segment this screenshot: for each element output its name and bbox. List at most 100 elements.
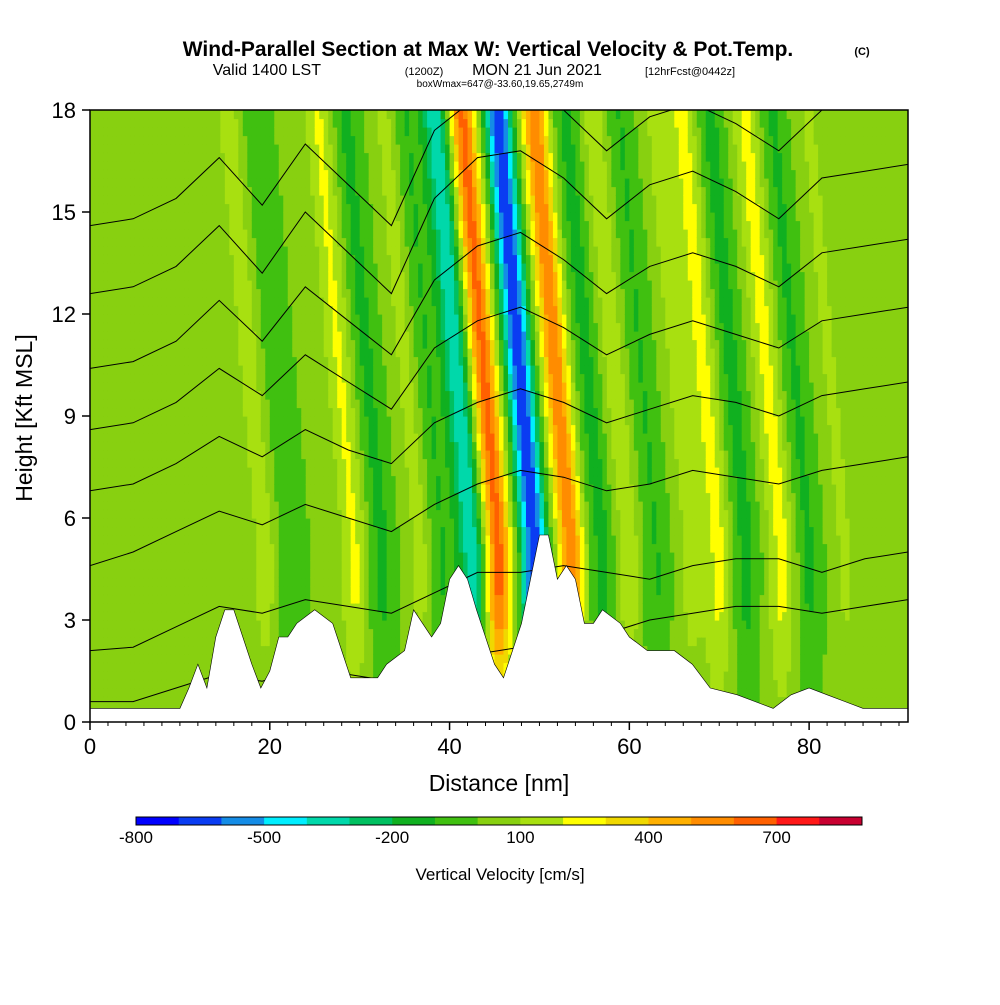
velocity-cell xyxy=(305,535,311,545)
velocity-cell xyxy=(260,509,266,519)
velocity-cell xyxy=(305,169,311,179)
velocity-cell xyxy=(341,169,347,179)
velocity-cell xyxy=(256,161,262,171)
velocity-cell xyxy=(125,543,132,553)
velocity-cell xyxy=(319,399,325,409)
velocity-cell xyxy=(314,373,320,383)
velocity-cell xyxy=(229,450,235,460)
velocity-cell xyxy=(134,611,141,621)
velocity-cell xyxy=(346,577,352,587)
velocity-cell xyxy=(233,373,239,383)
velocity-cell xyxy=(211,280,217,290)
velocity-cell xyxy=(283,229,289,239)
velocity-cell xyxy=(197,407,203,417)
velocity-cell xyxy=(161,135,167,145)
velocity-cell xyxy=(166,569,172,579)
velocity-cell xyxy=(121,433,127,443)
velocity-cell xyxy=(197,594,203,604)
velocity-cell xyxy=(125,637,132,647)
velocity-cell xyxy=(130,594,136,604)
velocity-cell xyxy=(256,577,262,587)
velocity-cell xyxy=(94,110,100,120)
velocity-cell xyxy=(107,475,114,485)
velocity-cell xyxy=(134,441,141,451)
velocity-cell xyxy=(386,263,392,273)
velocity-cell xyxy=(251,305,257,315)
velocity-cell xyxy=(161,203,167,213)
velocity-cell xyxy=(152,212,159,222)
velocity-cell xyxy=(134,475,141,485)
velocity-cell xyxy=(251,186,257,196)
velocity-cell xyxy=(184,203,190,213)
velocity-cell xyxy=(148,484,154,494)
velocity-cell xyxy=(202,594,208,604)
velocity-cell xyxy=(206,586,212,596)
velocity-cell xyxy=(125,611,132,621)
velocity-cell xyxy=(157,441,163,451)
velocity-cell xyxy=(121,509,127,519)
velocity-cell xyxy=(166,518,172,528)
velocity-cell xyxy=(175,662,181,672)
velocity-cell xyxy=(251,620,257,630)
velocity-cell xyxy=(319,484,325,494)
velocity-cell xyxy=(251,526,257,536)
velocity-cell xyxy=(314,110,320,120)
velocity-cell xyxy=(301,526,307,536)
velocity-cell xyxy=(130,509,136,519)
velocity-cell xyxy=(319,322,325,332)
velocity-cell xyxy=(319,603,325,613)
velocity-cell xyxy=(170,424,176,434)
velocity-cell xyxy=(337,424,343,434)
velocity-cell xyxy=(116,654,123,664)
velocity-cell xyxy=(188,441,194,451)
velocity-cell xyxy=(395,390,401,400)
velocity-cell xyxy=(224,263,230,273)
velocity-cell xyxy=(328,229,334,239)
velocity-cell xyxy=(103,118,109,128)
velocity-cell xyxy=(206,254,212,264)
velocity-cell xyxy=(103,390,109,400)
velocity-cell xyxy=(368,339,374,349)
velocity-cell xyxy=(116,195,123,205)
velocity-cell xyxy=(359,237,365,247)
velocity-cell xyxy=(233,314,239,324)
velocity-cell xyxy=(251,569,257,579)
velocity-cell xyxy=(143,416,150,426)
velocity-cell xyxy=(364,603,370,613)
velocity-cell xyxy=(179,620,185,630)
velocity-cell xyxy=(179,577,185,587)
velocity-cell xyxy=(188,399,194,409)
velocity-cell xyxy=(310,237,316,247)
velocity-cell xyxy=(314,535,320,545)
velocity-cell xyxy=(193,654,199,664)
velocity-cell xyxy=(251,467,257,477)
velocity-cell xyxy=(125,348,132,358)
velocity-cell xyxy=(125,399,132,409)
velocity-cell xyxy=(116,399,123,409)
velocity-cell xyxy=(143,339,150,349)
velocity-cell xyxy=(256,365,262,375)
velocity-cell xyxy=(193,322,199,332)
velocity-cell xyxy=(148,475,154,485)
velocity-cell xyxy=(148,280,154,290)
velocity-cell xyxy=(211,110,217,120)
velocity-cell xyxy=(130,535,136,545)
velocity-cell xyxy=(220,399,226,409)
velocity-cell xyxy=(386,118,392,128)
velocity-cell xyxy=(301,144,307,154)
velocity-cell xyxy=(139,611,145,621)
velocity-cell xyxy=(166,212,172,222)
velocity-cell xyxy=(193,416,199,426)
velocity-cell xyxy=(377,331,383,341)
velocity-cell xyxy=(341,518,347,528)
velocity-cell xyxy=(139,620,145,630)
velocity-cell xyxy=(103,203,109,213)
velocity-cell xyxy=(341,628,347,638)
velocity-cell xyxy=(134,696,141,706)
velocity-cell xyxy=(134,509,141,519)
velocity-cell xyxy=(170,518,176,528)
velocity-cell xyxy=(139,382,145,392)
velocity-cell xyxy=(296,475,302,485)
velocity-cell xyxy=(166,620,172,630)
velocity-cell xyxy=(269,322,275,332)
